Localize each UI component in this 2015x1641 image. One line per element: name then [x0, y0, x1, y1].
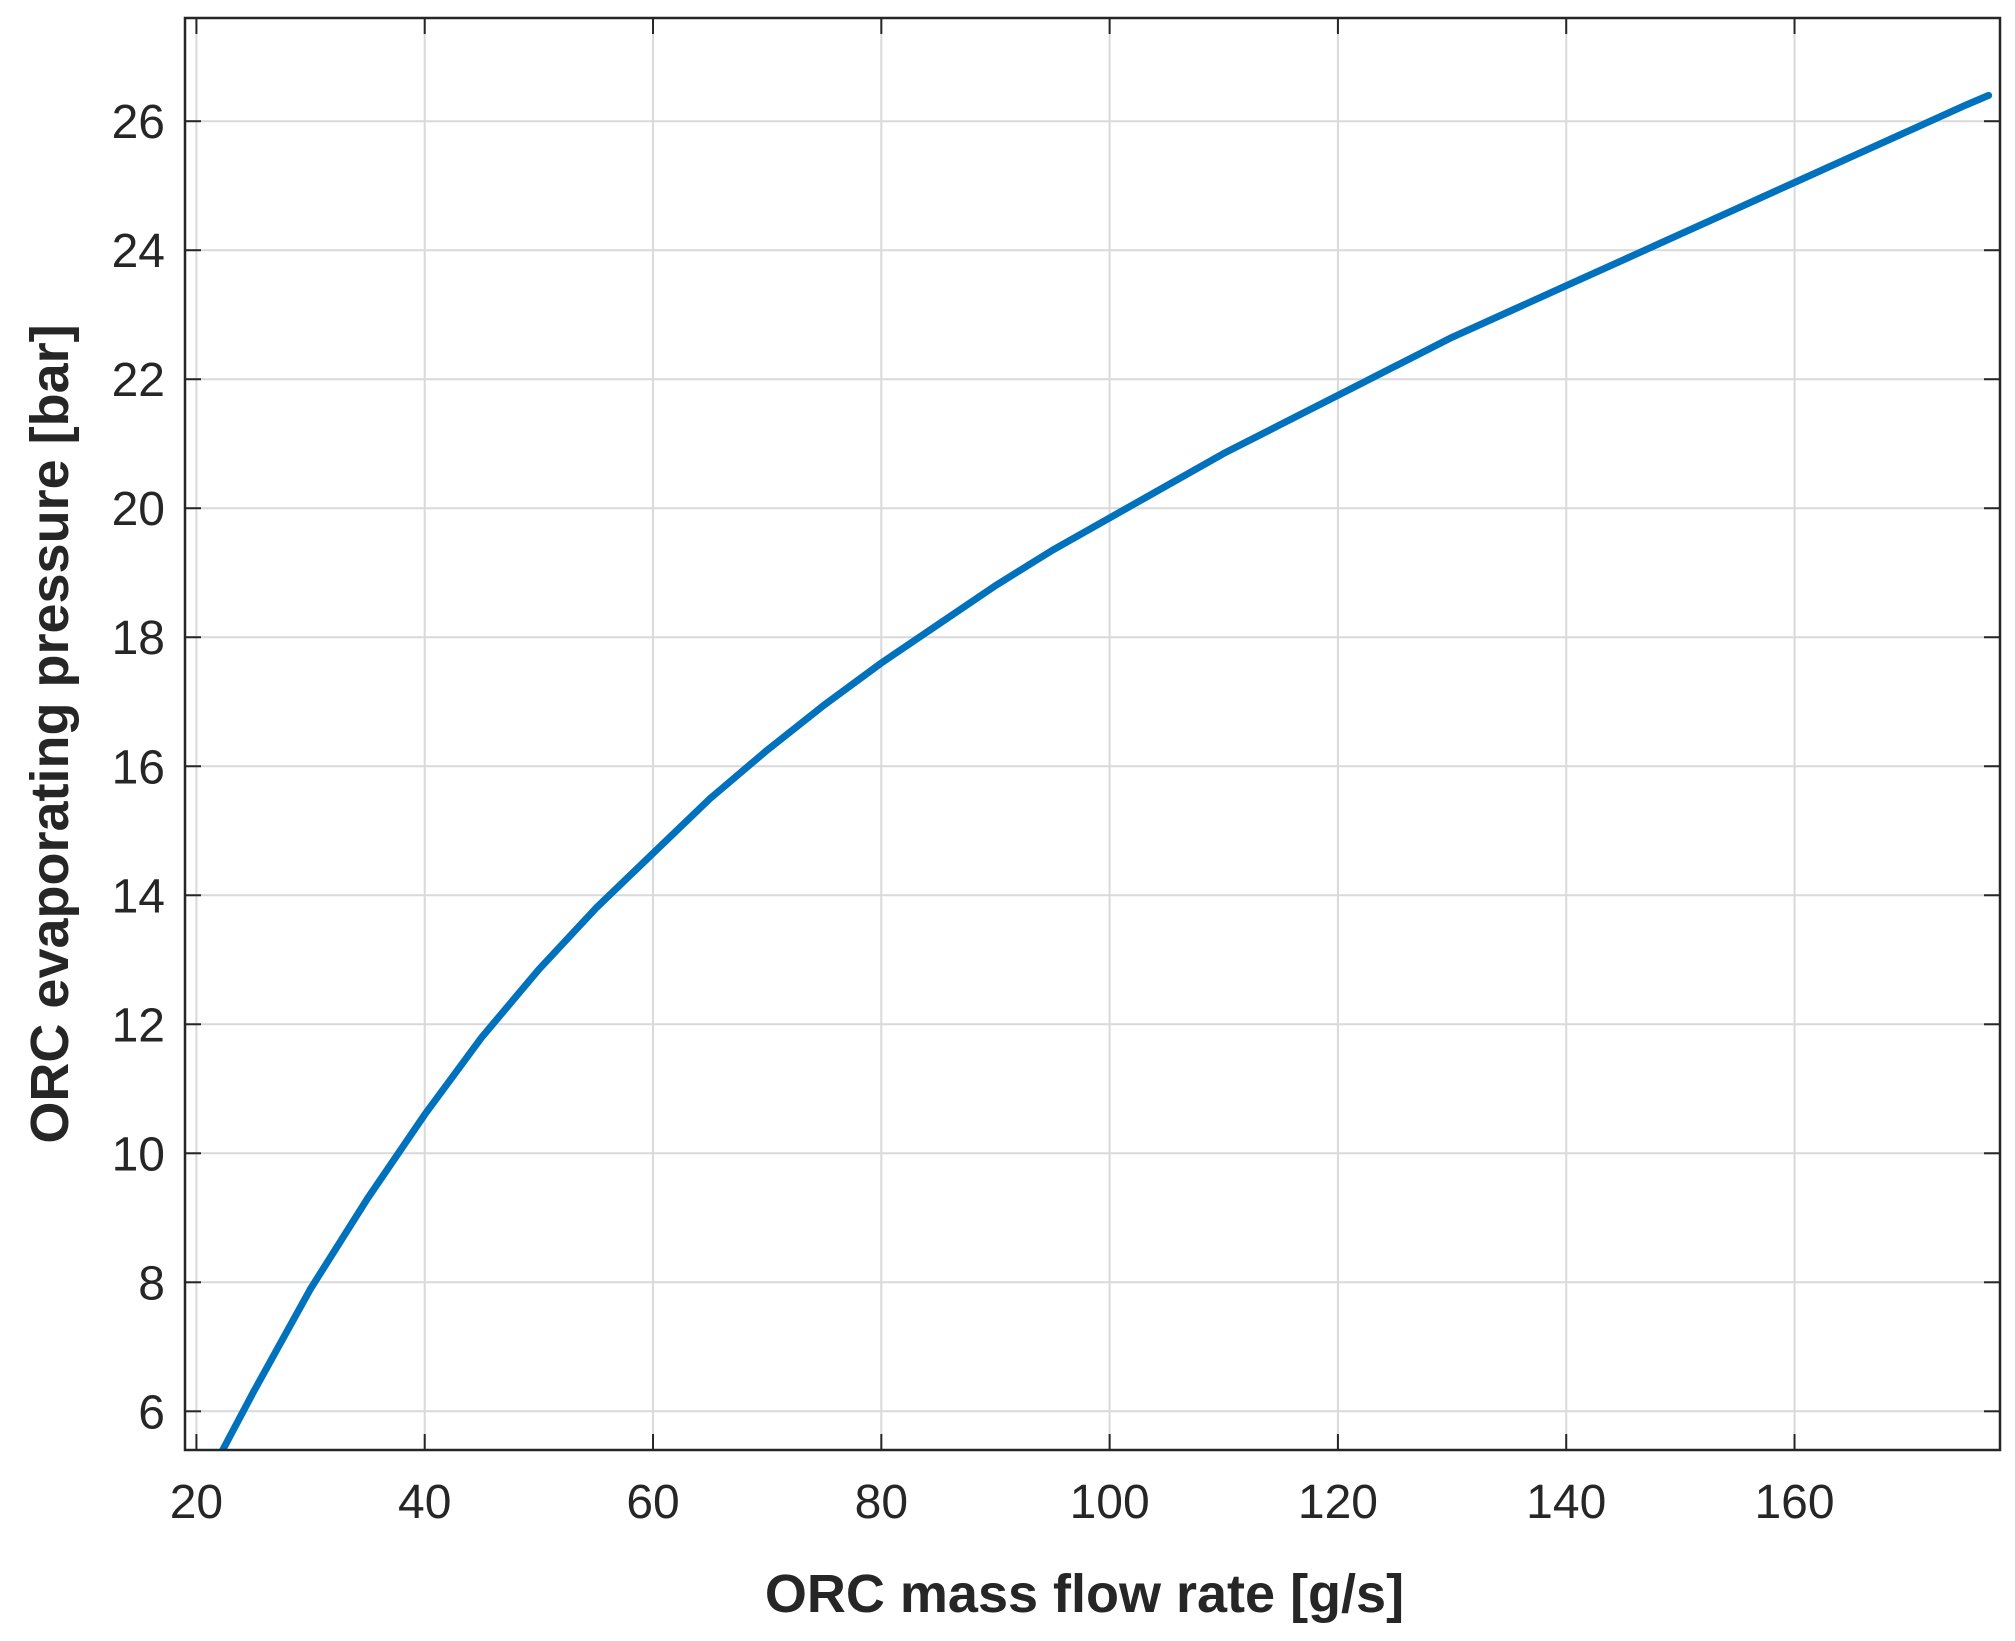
x-axis-title: ORC mass flow rate [g/s]	[765, 1564, 1404, 1624]
y-tick-label: 14	[112, 870, 165, 923]
y-axis-title: ORC evaporating pressure [bar]	[20, 324, 80, 1143]
x-tick-label: 100	[1070, 1476, 1150, 1529]
series-line	[219, 91, 1993, 1450]
y-tick-label: 26	[112, 96, 165, 149]
y-tick-label: 24	[112, 225, 165, 278]
y-tick-label: 12	[112, 999, 165, 1052]
y-tick-label: 22	[112, 354, 165, 407]
series-layer	[219, 91, 1993, 1450]
grid	[185, 18, 2000, 1450]
axes-box	[183, 16, 2002, 1452]
x-tick-label: 60	[626, 1476, 679, 1529]
x-tick-label: 120	[1298, 1476, 1378, 1529]
x-tick-label: 160	[1754, 1476, 1834, 1529]
x-tick-label: 80	[855, 1476, 908, 1529]
y-tick-label: 10	[112, 1128, 165, 1181]
ticks: 20 40 60 80 100 120 140 160 6 8 10 12 14 16 18 20 22 24 26	[112, 18, 2000, 1529]
y-tick-label: 20	[112, 483, 165, 536]
y-tick-label: 8	[138, 1257, 165, 1310]
x-tick-label: 140	[1526, 1476, 1606, 1529]
y-tick-label: 6	[138, 1386, 165, 1439]
x-tick-label: 40	[398, 1476, 451, 1529]
y-tick-label: 18	[112, 612, 165, 665]
x-tick-label: 20	[170, 1476, 223, 1529]
y-tick-label: 16	[112, 741, 165, 794]
